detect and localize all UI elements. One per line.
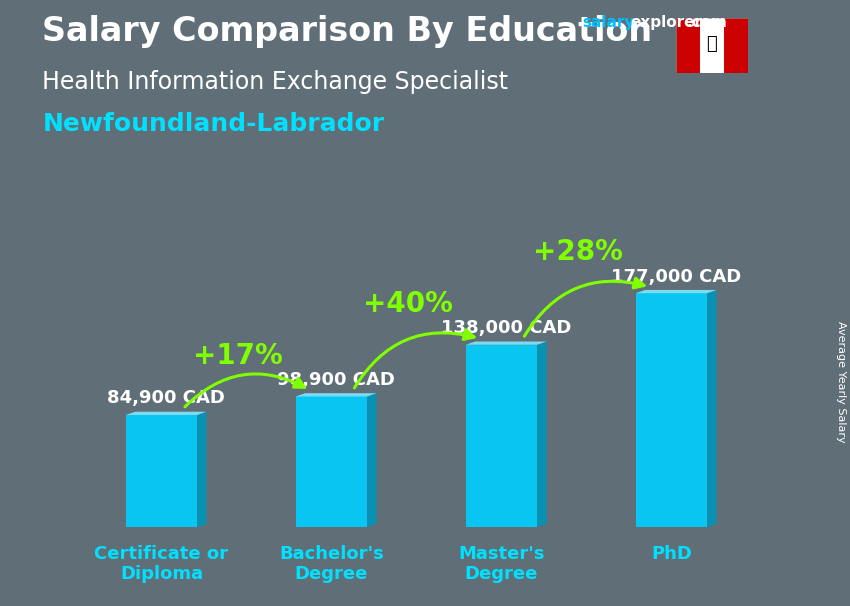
Text: 84,900 CAD: 84,900 CAD — [107, 389, 225, 407]
Polygon shape — [636, 290, 717, 293]
Text: +40%: +40% — [363, 290, 453, 318]
Text: explorer: explorer — [631, 15, 703, 30]
Polygon shape — [466, 342, 547, 345]
Text: Certificate or
Diploma: Certificate or Diploma — [94, 545, 229, 584]
Text: +28%: +28% — [533, 239, 623, 267]
Polygon shape — [700, 18, 724, 73]
Text: 98,900 CAD: 98,900 CAD — [277, 371, 395, 389]
Text: Bachelor's
Degree: Bachelor's Degree — [279, 545, 384, 584]
Polygon shape — [466, 345, 537, 527]
Polygon shape — [126, 415, 197, 527]
Text: Salary Comparison By Education: Salary Comparison By Education — [42, 15, 653, 48]
Polygon shape — [296, 393, 377, 396]
Text: Health Information Exchange Specialist: Health Information Exchange Specialist — [42, 70, 508, 94]
Text: Newfoundland-Labrador: Newfoundland-Labrador — [42, 112, 384, 136]
Text: Master's
Degree: Master's Degree — [458, 545, 545, 584]
Polygon shape — [197, 411, 207, 527]
Text: Average Yearly Salary: Average Yearly Salary — [836, 321, 846, 442]
Polygon shape — [724, 18, 748, 73]
Polygon shape — [707, 290, 717, 527]
Text: 🍁: 🍁 — [706, 35, 717, 53]
Text: 177,000 CAD: 177,000 CAD — [611, 268, 741, 285]
Text: .com: .com — [687, 15, 728, 30]
Polygon shape — [296, 396, 367, 527]
Text: +17%: +17% — [193, 342, 283, 370]
Polygon shape — [676, 18, 700, 73]
Text: 138,000 CAD: 138,000 CAD — [441, 319, 571, 337]
Polygon shape — [367, 393, 377, 527]
Text: salary: salary — [582, 15, 635, 30]
Polygon shape — [537, 342, 547, 527]
Text: PhD: PhD — [651, 545, 692, 563]
Polygon shape — [636, 293, 707, 527]
Polygon shape — [126, 411, 207, 415]
